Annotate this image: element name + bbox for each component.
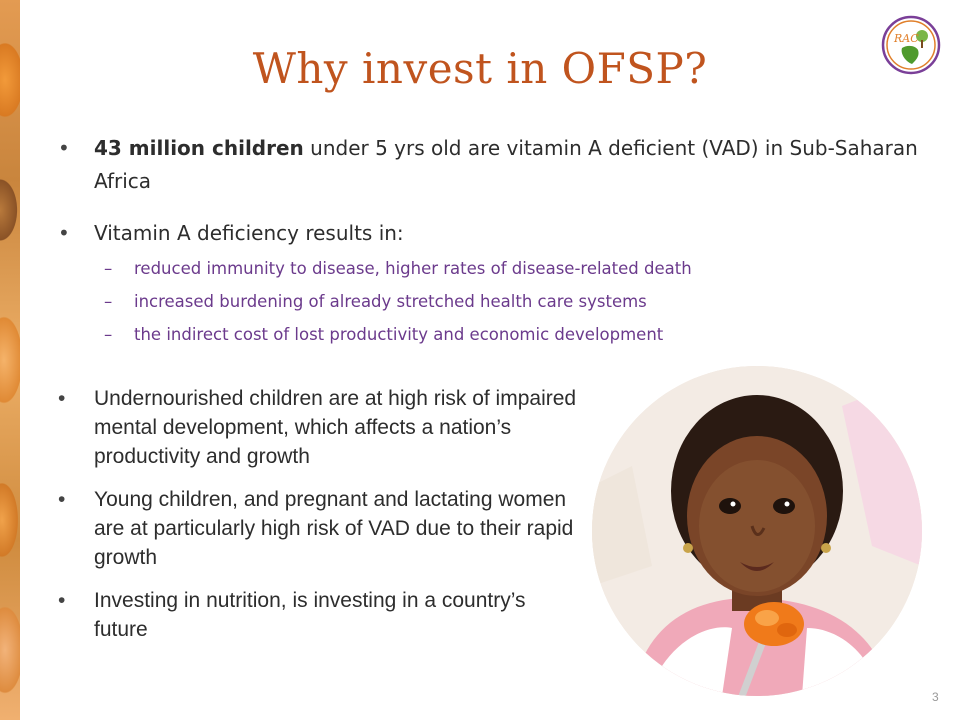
child-photo bbox=[592, 366, 922, 696]
bullet-vad-children-bold: 43 million children bbox=[94, 136, 304, 160]
slide-title: Why invest in OFSP? bbox=[252, 44, 708, 93]
rac-logo: RAC bbox=[881, 15, 941, 75]
page-number: 3 bbox=[932, 690, 939, 704]
svg-text:RAC: RAC bbox=[893, 32, 919, 45]
subbullet-health-care: increased burdening of already stretched… bbox=[58, 285, 918, 318]
child-eating-illustration bbox=[592, 366, 922, 696]
upper-bullet-list: 43 million children under 5 yrs old are … bbox=[58, 132, 918, 351]
bullet-vad-children: 43 million children under 5 yrs old are … bbox=[58, 132, 918, 198]
bullet-vad-results: Vitamin A deficiency results in: bbox=[58, 218, 918, 248]
bullet-vad-children-text: under 5 yrs old are vitamin A deficient … bbox=[94, 136, 918, 193]
bullet-investing: Investing in nutrition, is investing in … bbox=[58, 586, 578, 644]
bullet-young-children: Young children, and pregnant and lactati… bbox=[58, 485, 578, 572]
subbullet-productivity: the indirect cost of lost productivity a… bbox=[58, 318, 918, 351]
lower-bullet-list: Undernourished children are at high risk… bbox=[58, 384, 578, 644]
bullet-undernourished: Undernourished children are at high risk… bbox=[58, 384, 578, 471]
vad-results-sublist: reduced immunity to disease, higher rate… bbox=[58, 252, 918, 351]
sweet-potato-photo-strip bbox=[0, 0, 20, 720]
subbullet-immunity: reduced immunity to disease, higher rate… bbox=[58, 252, 918, 285]
